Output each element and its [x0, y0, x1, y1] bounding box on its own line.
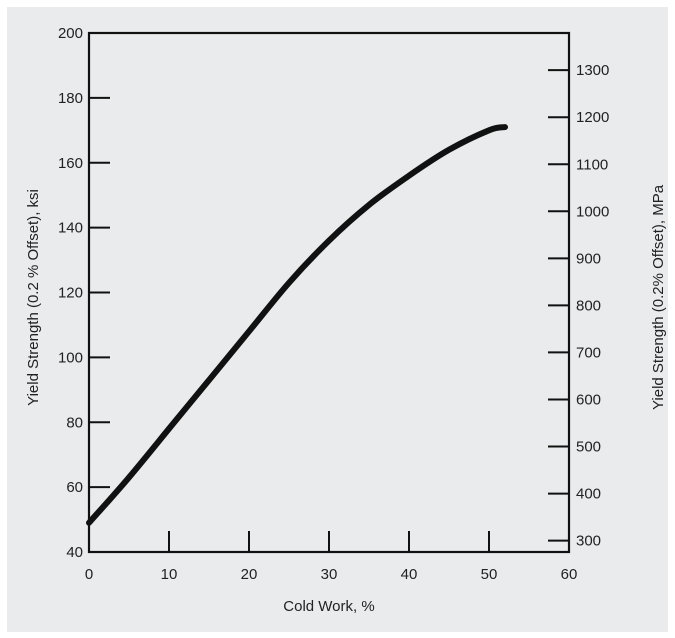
- y-tick-label: 140: [58, 220, 83, 237]
- y-tick-label: 60: [66, 479, 83, 496]
- y-tick-label: 40: [66, 544, 83, 561]
- y2-tick-label: 1100: [576, 156, 608, 173]
- y2-axis-title: Yield Strength (0.2% Offset), MPa: [650, 184, 667, 410]
- x-tick-label: 20: [241, 566, 258, 583]
- y2-tick-label: 600: [576, 391, 601, 408]
- y2-tick-label: 300: [576, 533, 601, 550]
- chart-background: [7, 7, 668, 632]
- y2-tick-label: 1200: [576, 109, 609, 126]
- y-tick-label: 160: [58, 155, 83, 172]
- y-tick-label: 80: [66, 414, 83, 431]
- y-tick-label: 100: [58, 349, 83, 366]
- x-tick-label: 40: [401, 566, 418, 583]
- x-tick-label: 0: [85, 566, 93, 583]
- x-tick-label: 30: [321, 566, 338, 583]
- y-tick-label: 180: [58, 90, 83, 107]
- y2-tick-label: 900: [576, 250, 601, 267]
- y2-tick-label: 800: [576, 297, 601, 314]
- x-tick-label: 60: [561, 566, 578, 583]
- y2-tick-label: 700: [576, 344, 601, 361]
- x-tick-label: 10: [161, 566, 178, 583]
- y-tick-label: 120: [58, 285, 83, 302]
- yield-strength-line: [86, 124, 508, 526]
- x-axis-title: Cold Work, %: [283, 598, 374, 615]
- y-axis-title: Yield Strength (0.2 % Offset), ksi: [25, 189, 42, 406]
- y2-tick-label: 400: [576, 486, 601, 503]
- y2-tick-label: 500: [576, 439, 601, 456]
- x-tick-label: 50: [481, 566, 498, 583]
- plot-frame: [87, 31, 571, 554]
- y-tick-label: 200: [58, 25, 83, 42]
- y2-tick-label: 1000: [576, 203, 609, 220]
- y2-tick-label: 1300: [576, 62, 609, 79]
